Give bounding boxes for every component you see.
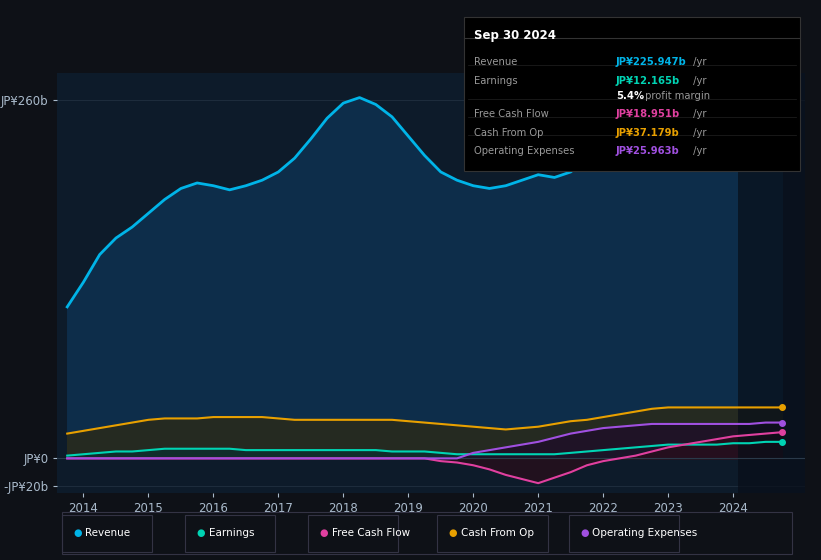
Text: Free Cash Flow: Free Cash Flow [332,528,410,538]
Text: Revenue: Revenue [85,528,131,538]
Text: ●: ● [319,528,328,538]
Text: ●: ● [73,528,81,538]
Text: Cash From Op: Cash From Op [474,128,544,138]
Text: Earnings: Earnings [474,76,517,86]
Text: JP¥12.165b: JP¥12.165b [616,76,680,86]
Text: Operating Expenses: Operating Expenses [593,528,698,538]
Text: JP¥225.947b: JP¥225.947b [616,57,686,67]
Text: Sep 30 2024: Sep 30 2024 [474,29,556,42]
Text: Cash From Op: Cash From Op [461,528,534,538]
Text: /yr: /yr [690,57,706,67]
Text: ●: ● [196,528,204,538]
Text: JP¥18.951b: JP¥18.951b [616,109,680,119]
Text: ●: ● [448,528,457,538]
Text: profit margin: profit margin [642,91,710,101]
Text: 5.4%: 5.4% [616,91,644,101]
Text: JP¥37.179b: JP¥37.179b [616,128,680,138]
Text: /yr: /yr [690,128,706,138]
Bar [738,73,805,493]
Text: Operating Expenses: Operating Expenses [474,146,574,156]
Text: /yr: /yr [690,109,706,119]
Text: /yr: /yr [690,146,706,156]
Text: Revenue: Revenue [474,57,517,67]
Text: ●: ● [580,528,589,538]
Text: Free Cash Flow: Free Cash Flow [474,109,548,119]
Text: /yr: /yr [690,76,706,86]
Text: JP¥25.963b: JP¥25.963b [616,146,680,156]
Text: Earnings: Earnings [209,528,254,538]
